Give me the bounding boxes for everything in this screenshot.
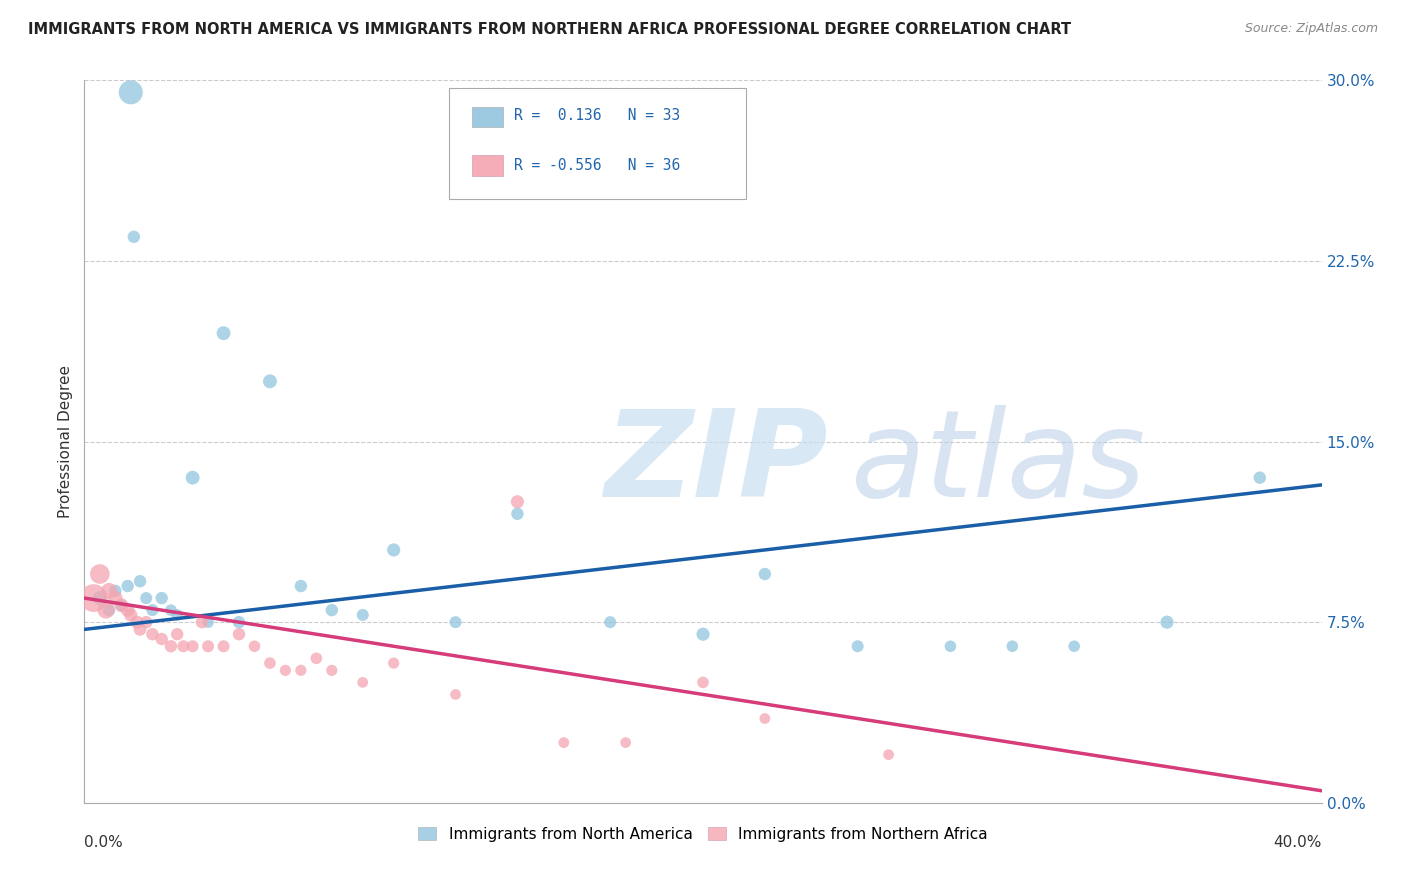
Point [117, 603, 139, 617]
Point [129, 623, 152, 637]
Point [98, 603, 121, 617]
Point [846, 639, 869, 653]
Point [877, 747, 900, 762]
Point [352, 607, 374, 622]
Point [110, 599, 132, 613]
Point [104, 591, 127, 606]
Point [141, 603, 163, 617]
Point [444, 687, 467, 701]
Point [274, 664, 297, 678]
Point [197, 615, 219, 630]
Text: 0.0%: 0.0% [84, 835, 124, 850]
Point [83, 591, 105, 606]
Point [692, 627, 714, 641]
Point [212, 639, 235, 653]
Point [141, 627, 163, 641]
Point [553, 735, 575, 749]
Point [89, 591, 111, 606]
Point [150, 591, 173, 606]
Point [382, 542, 405, 557]
Point [181, 471, 204, 485]
FancyBboxPatch shape [450, 87, 747, 200]
Point [352, 675, 374, 690]
Point [94, 603, 117, 617]
Point [129, 574, 152, 589]
Y-axis label: Professional Degree: Professional Degree [58, 365, 73, 518]
Text: R = -0.556   N = 36: R = -0.556 N = 36 [513, 158, 681, 172]
Point [290, 664, 312, 678]
Point [228, 615, 250, 630]
Point [599, 615, 621, 630]
Point [228, 627, 250, 641]
Point [197, 639, 219, 653]
Point [120, 86, 142, 100]
Text: Source: ZipAtlas.com: Source: ZipAtlas.com [1244, 22, 1378, 36]
Point [444, 615, 467, 630]
Point [614, 735, 637, 749]
Point [191, 615, 214, 630]
Text: IMMIGRANTS FROM NORTH AMERICA VS IMMIGRANTS FROM NORTHERN AFRICA PROFESSIONAL DE: IMMIGRANTS FROM NORTH AMERICA VS IMMIGRA… [28, 22, 1071, 37]
Point [382, 656, 405, 670]
Point [160, 603, 183, 617]
Point [120, 607, 142, 622]
Point [506, 494, 529, 508]
Point [117, 579, 139, 593]
Point [160, 639, 183, 653]
Point [1156, 615, 1178, 630]
Point [181, 639, 204, 653]
Point [104, 583, 127, 598]
Point [110, 599, 132, 613]
Text: ZIP: ZIP [605, 405, 828, 522]
Point [166, 627, 188, 641]
Point [1249, 471, 1271, 485]
FancyBboxPatch shape [471, 107, 502, 128]
Point [1001, 639, 1024, 653]
Point [135, 615, 157, 630]
Text: 40.0%: 40.0% [1274, 835, 1322, 850]
Point [135, 591, 157, 606]
Point [321, 664, 343, 678]
Text: atlas: atlas [852, 405, 1147, 522]
Point [1063, 639, 1085, 653]
Point [259, 656, 281, 670]
FancyBboxPatch shape [471, 155, 502, 176]
Text: R =  0.136   N = 33: R = 0.136 N = 33 [513, 109, 681, 123]
Legend: Immigrants from North America, Immigrants from Northern Africa: Immigrants from North America, Immigrant… [411, 819, 995, 849]
Point [754, 567, 776, 582]
Point [166, 607, 188, 622]
Point [125, 615, 148, 630]
Point [754, 712, 776, 726]
Point [321, 603, 343, 617]
Point [89, 567, 111, 582]
Point [98, 583, 121, 598]
Point [150, 632, 173, 646]
Point [259, 375, 281, 389]
Point [212, 326, 235, 341]
Point [243, 639, 266, 653]
Point [692, 675, 714, 690]
Point [506, 507, 529, 521]
Point [172, 639, 194, 653]
Point [305, 651, 328, 665]
Point [122, 230, 145, 244]
Point [290, 579, 312, 593]
Point [939, 639, 962, 653]
